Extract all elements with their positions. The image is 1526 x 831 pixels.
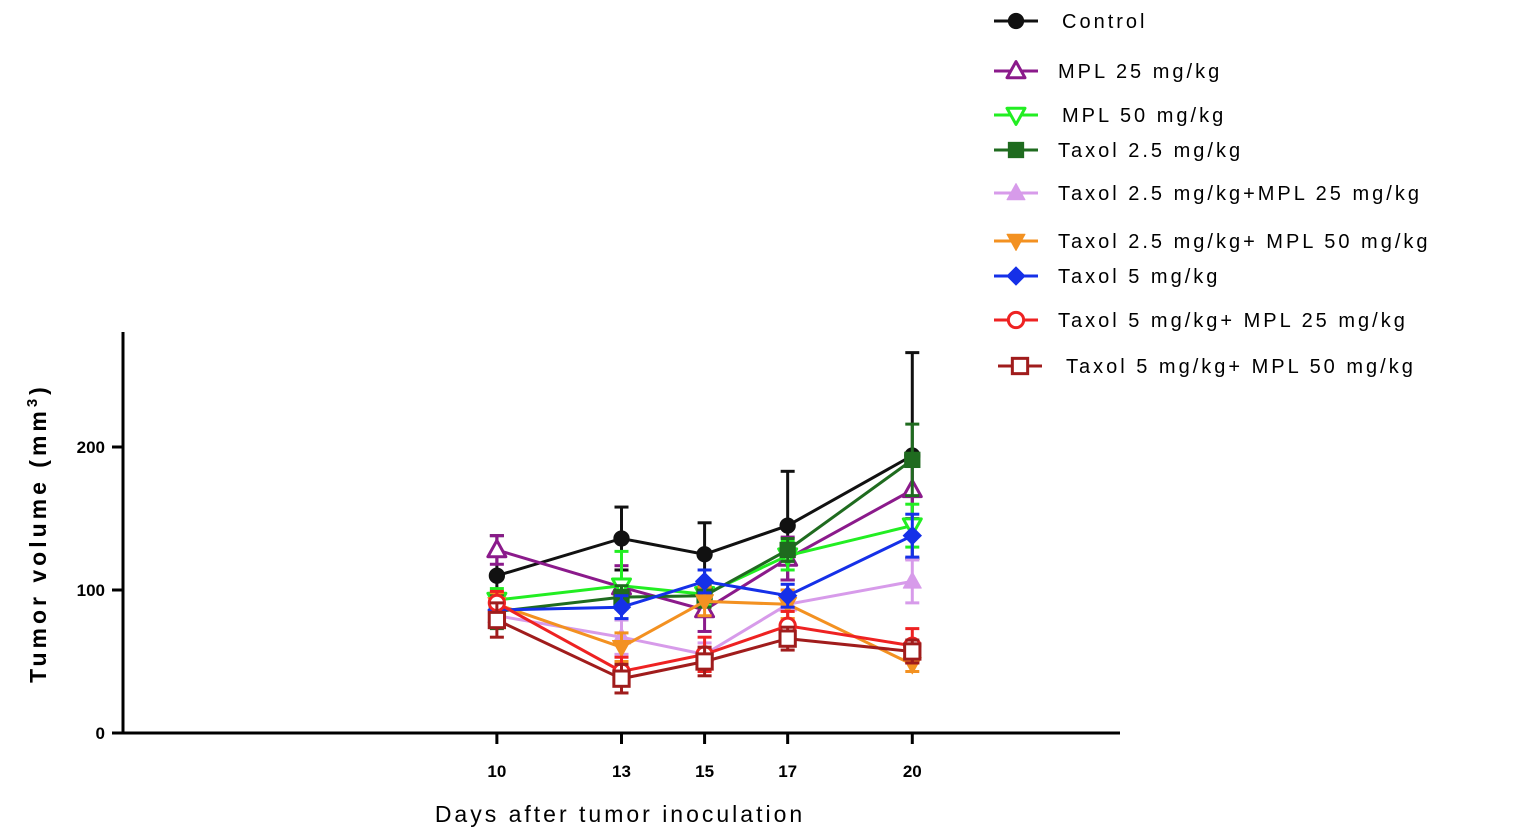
x-axis-title: Days after tumor inoculation — [435, 801, 805, 827]
x-tick-label: 20 — [903, 762, 922, 781]
x-tick-label: 15 — [695, 762, 714, 781]
legend-label: Taxol 5 mg/kg+ MPL 50 mg/kg — [1066, 356, 1416, 378]
y-axis-title-main: Tumor volume (mm — [25, 407, 51, 683]
legend-item: Taxol 5 mg/kg+ MPL 50 mg/kg — [998, 356, 1416, 378]
legend-label: MPL 25 mg/kg — [1058, 61, 1222, 83]
legend-item: Taxol 5 mg/kg+ MPL 25 mg/kg — [994, 310, 1408, 332]
y-axis-title: Tumor volume (mm3) — [24, 383, 51, 683]
legend-label: Taxol 5 mg/kg+ MPL 25 mg/kg — [1058, 310, 1408, 332]
x-tick-label: 10 — [487, 762, 506, 781]
legend: Control MPL 25 mg/kg MPL 50 mg/kg Taxol 2.5… — [994, 11, 1431, 378]
x-axis-ticks: 10 13 15 17 20 — [487, 733, 921, 781]
x-tick-label: 13 — [612, 762, 631, 781]
data-point-triangle-up — [903, 572, 921, 588]
legend-item: Taxol 2.5 mg/kg+MPL 25 mg/kg — [994, 183, 1422, 205]
data-point-diamond — [903, 527, 921, 545]
legend-item: Taxol 5 mg/kg — [994, 266, 1220, 288]
data-point-square — [1012, 358, 1027, 373]
legend-label: Taxol 5 mg/kg — [1058, 266, 1220, 288]
data-point-diamond — [1007, 267, 1025, 285]
data-point-circle — [1008, 13, 1023, 28]
y-tick-label: 200 — [77, 438, 105, 457]
series-layer — [488, 353, 921, 693]
data-point-square — [905, 644, 920, 659]
data-point-square — [1008, 142, 1023, 157]
y-axis-title-sup: 3 — [24, 395, 41, 407]
x-tick-label: 17 — [778, 762, 797, 781]
legend-item: Control — [994, 11, 1147, 33]
legend-label: Control — [1062, 11, 1147, 33]
data-point-square — [780, 542, 795, 557]
data-point-circle — [697, 547, 712, 562]
legend-label: MPL 50 mg/kg — [1062, 105, 1226, 127]
data-point-circle — [1008, 312, 1023, 327]
legend-item: MPL 50 mg/kg — [994, 105, 1226, 127]
data-point-square — [614, 671, 629, 686]
data-point-square — [697, 654, 712, 669]
legend-label: Taxol 2.5 mg/kg+MPL 25 mg/kg — [1058, 183, 1422, 205]
data-point-square — [489, 612, 504, 627]
data-point-circle — [780, 518, 795, 533]
y-axis-title-close: ) — [25, 383, 51, 395]
legend-label: Taxol 2.5 mg/kg+ MPL 50 mg/kg — [1058, 231, 1431, 253]
legend-label: Taxol 2.5 mg/kg — [1058, 140, 1243, 162]
legend-item: MPL 25 mg/kg — [994, 61, 1222, 83]
legend-item: Taxol 2.5 mg/kg+ MPL 50 mg/kg — [994, 231, 1431, 253]
data-point-triangle-up — [488, 541, 506, 557]
y-tick-label: 100 — [77, 581, 105, 600]
legend-item: Taxol 2.5 mg/kg — [994, 140, 1243, 162]
data-point-circle — [614, 531, 629, 546]
data-point-circle — [489, 568, 504, 583]
y-tick-label: 0 — [96, 724, 105, 743]
y-axis-ticks: 0 100 200 — [77, 438, 123, 743]
data-point-square — [905, 452, 920, 467]
data-point-square — [780, 631, 795, 646]
